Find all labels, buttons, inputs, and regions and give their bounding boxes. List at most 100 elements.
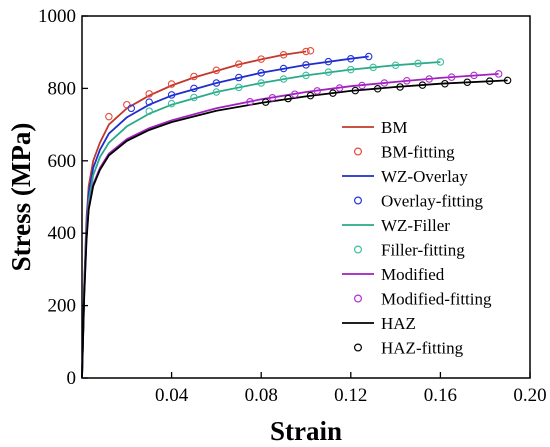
data-point — [414, 59, 422, 68]
series-markers-overlay-fitting — [127, 52, 373, 113]
legend-label: BM — [381, 118, 407, 137]
x-axis-title: Strain — [270, 416, 342, 446]
data-point — [380, 79, 389, 87]
legend-marker-swatch — [354, 196, 363, 205]
data-point — [324, 68, 333, 76]
legend-label: WZ-Filler — [381, 216, 450, 235]
y-tick-label: 800 — [48, 78, 77, 99]
legend-label: Overlay-fitting — [381, 192, 483, 211]
legend-marker-swatch — [354, 245, 363, 254]
data-point — [190, 93, 198, 102]
data-point — [436, 58, 445, 66]
data-point — [190, 84, 198, 93]
data-point — [167, 99, 176, 108]
series-markers-bm-fitting — [105, 47, 315, 121]
y-tick-label: 600 — [48, 151, 77, 172]
data-point — [212, 79, 221, 87]
data-point — [302, 47, 310, 56]
data-point — [403, 77, 411, 85]
series-line-wz-overlay — [81, 55, 369, 379]
x-tick-label: 0.12 — [334, 385, 367, 406]
data-point — [268, 94, 277, 102]
data-point — [391, 61, 400, 69]
data-point — [190, 72, 198, 81]
legend-marker-swatch — [354, 294, 363, 303]
data-point — [257, 55, 265, 63]
data-point — [257, 79, 265, 87]
series-layer — [81, 47, 512, 379]
data-point — [485, 77, 494, 85]
data-point — [261, 98, 270, 106]
data-point — [212, 66, 221, 75]
data-point — [369, 63, 377, 72]
legend: BM BM-fitting WZ-Overlay Overlay-fitting WZ-… — [342, 118, 492, 358]
data-point — [364, 52, 373, 61]
data-point — [167, 80, 176, 88]
y-axis-title: Stress (MPa) — [6, 123, 36, 272]
data-point — [123, 100, 131, 109]
data-point — [279, 64, 288, 73]
data-point — [324, 57, 333, 66]
legend-label: Modified — [381, 265, 445, 284]
data-point — [503, 76, 512, 85]
data-point — [425, 75, 433, 83]
series-markers-haz-fitting — [261, 76, 512, 106]
data-point — [291, 90, 299, 98]
x-tick-label: 0.08 — [245, 385, 278, 406]
data-point — [313, 87, 321, 95]
data-point — [235, 73, 243, 82]
data-point — [373, 85, 382, 93]
x-tick-label: 0.20 — [513, 385, 546, 406]
data-point — [306, 91, 315, 100]
data-point — [351, 86, 360, 95]
y-tick-label: 0 — [67, 368, 77, 389]
data-point — [335, 84, 344, 92]
y-tick-label: 1000 — [38, 6, 76, 27]
data-point — [418, 81, 427, 89]
series-markers-modified-fitting — [246, 70, 503, 106]
legend-marker-swatch — [354, 343, 363, 352]
legend-label: WZ-Overlay — [381, 167, 468, 186]
data-point — [494, 70, 503, 78]
data-point — [284, 94, 292, 103]
legend-label: HAZ — [381, 314, 416, 333]
data-point — [127, 104, 136, 113]
y-tick-label: 400 — [48, 223, 77, 244]
data-point — [358, 81, 366, 90]
data-point — [145, 90, 153, 98]
data-point — [105, 112, 113, 121]
data-point — [306, 47, 315, 55]
plot-frame — [81, 15, 531, 379]
data-point — [167, 91, 176, 99]
legend-label: Modified-fitting — [381, 290, 492, 309]
data-point — [463, 78, 472, 86]
data-point — [235, 83, 243, 92]
data-point — [145, 107, 153, 115]
data-point — [329, 89, 337, 97]
data-point — [396, 83, 404, 91]
legend-label: BM-fitting — [381, 143, 455, 162]
series-line-haz — [81, 79, 508, 379]
data-point — [302, 61, 310, 69]
data-point — [212, 88, 221, 96]
series-markers-filler-fitting — [145, 58, 445, 115]
data-point — [302, 71, 310, 80]
y-tick-label: 200 — [48, 296, 77, 317]
ticks-layer: 0.04 0.08 0.12 0.16 0.20 0 200 400 600 800 1000 — [38, 6, 547, 406]
data-point — [235, 60, 243, 68]
data-point — [279, 50, 288, 59]
data-point — [279, 75, 288, 83]
data-point — [347, 54, 355, 63]
data-point — [145, 98, 153, 106]
legend-label: HAZ-fitting — [381, 339, 464, 358]
data-point — [470, 71, 478, 80]
x-tick-label: 0.04 — [155, 385, 189, 406]
legend-marker-swatch — [354, 147, 363, 156]
data-point — [447, 73, 456, 81]
x-tick-label: 0.16 — [424, 385, 457, 406]
data-point — [441, 79, 449, 88]
data-point — [257, 69, 265, 77]
legend-label: Filler-fitting — [381, 241, 465, 260]
data-point — [246, 98, 254, 106]
